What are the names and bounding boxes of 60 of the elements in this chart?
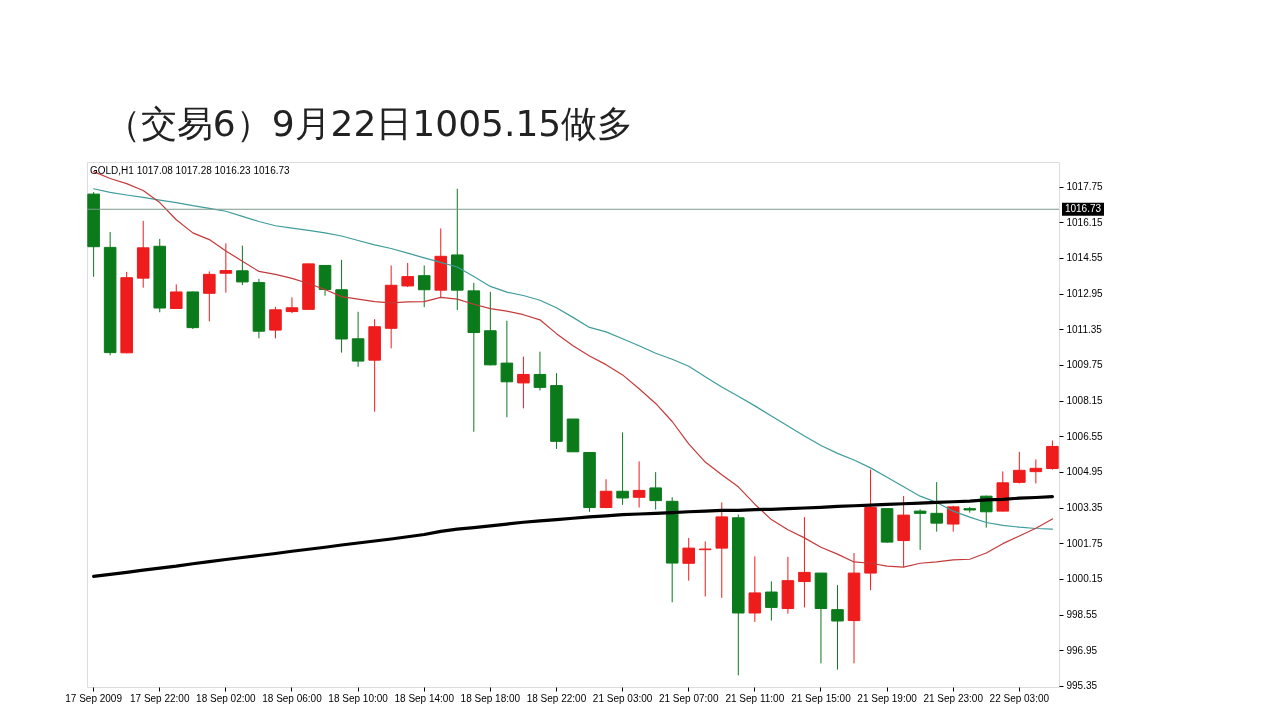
y-tick-label: 1014.55 [1066, 252, 1104, 264]
candlestick [417, 264, 431, 308]
candlestick [236, 245, 249, 286]
candlestick [831, 584, 844, 671]
x-tick-label: 17 Sep 2009 [65, 692, 123, 704]
candlestick [517, 356, 530, 409]
candlestick [913, 508, 927, 551]
y-tick-label: 998.55 [1066, 609, 1098, 621]
x-tick-label: 18 Sep 02:00 [196, 692, 257, 704]
x-tick-label: 21 Sep 19:00 [857, 692, 918, 704]
y-tick-label: 1016.15 [1066, 216, 1104, 228]
y-tick-label: 1009.75 [1066, 359, 1104, 371]
x-tick-label: 21 Sep 15:00 [791, 692, 852, 704]
candlestick [1013, 451, 1026, 484]
candlestick [798, 516, 811, 608]
x-tick-label: 21 Sep 23:00 [923, 692, 984, 704]
x-tick-label: 21 Sep 11:00 [725, 692, 785, 704]
candlestick [599, 478, 613, 509]
x-tick-label: 18 Sep 18:00 [460, 692, 521, 704]
x-tick-label: 18 Sep 06:00 [262, 692, 323, 704]
candlestick [401, 262, 414, 288]
x-tick-label: 18 Sep 22:00 [526, 692, 587, 704]
y-tick-label: 1017.75 [1066, 181, 1104, 193]
candlestick [500, 320, 514, 418]
x-tick-label: 17 Sep 22:00 [129, 692, 190, 704]
candlestick [698, 540, 712, 597]
candlestick [269, 306, 282, 339]
candlestick [285, 296, 299, 314]
annotation: GOLD,H1 1017.08 1017.28 1016.23 1016.73 [90, 165, 291, 176]
y-tick-label: 1008.15 [1066, 395, 1104, 407]
candlestick [616, 431, 629, 506]
candlestick [649, 471, 662, 511]
x-tick-label: 21 Sep 03:00 [592, 692, 653, 704]
x-tick-label: 22 Sep 03:00 [989, 692, 1050, 704]
candlestick [169, 283, 183, 310]
y-tick-label: 1001.75 [1066, 537, 1104, 549]
candlestick [748, 555, 762, 623]
x-tick-label: 21 Sep 07:00 [658, 692, 719, 704]
line-series [92, 495, 1054, 579]
candlestick [632, 460, 646, 509]
chart-title: （交易6）9月22日1005.15做多 [104, 103, 634, 144]
ref-line-label: 1016.73 [1064, 203, 1102, 215]
candlestick [203, 270, 216, 322]
y-tick-label: 995.35 [1066, 680, 1098, 692]
candlestick [682, 537, 695, 582]
x-tick-label: 18 Sep 14:00 [394, 692, 455, 704]
y-tick-label: 1000.15 [1066, 573, 1104, 585]
candlestick [930, 481, 943, 533]
candlestick [351, 311, 365, 368]
y-tick-label: 1006.55 [1066, 430, 1104, 442]
candlestick [219, 242, 233, 294]
x-tick-label: 18 Sep 10:00 [328, 692, 389, 704]
y-tick-label: 1012.95 [1066, 288, 1104, 300]
y-tick-label: 1003.35 [1066, 502, 1104, 514]
y-tick-label: 1011.35 [1066, 323, 1103, 335]
candlestick [533, 351, 547, 391]
y-tick-label: 996.95 [1066, 644, 1098, 656]
candlestick [765, 580, 778, 622]
y-tick-label: 1004.95 [1066, 466, 1104, 478]
candlestick [1029, 458, 1043, 484]
